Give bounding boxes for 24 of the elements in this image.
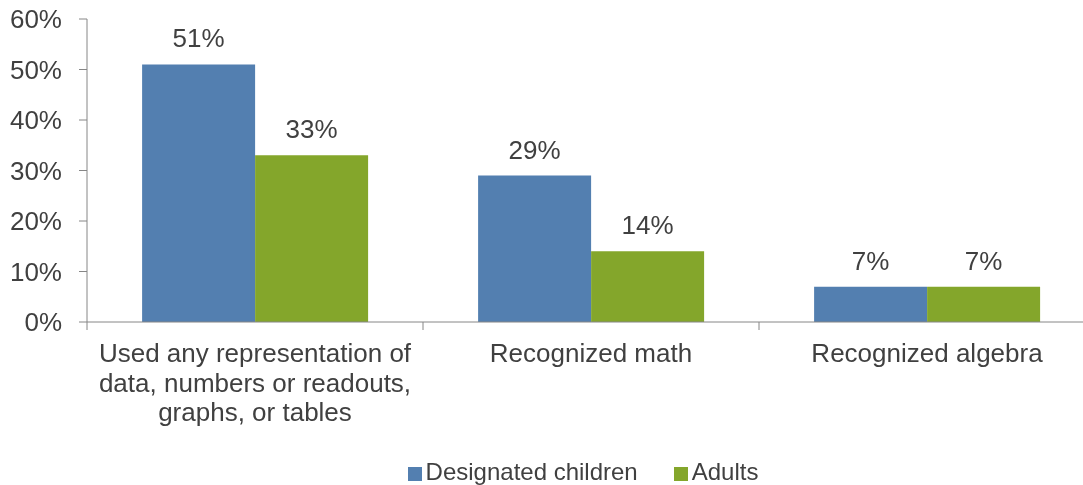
- x-tick-label: Used any representation of data, numbers or readouts, graphs, or tables: [98, 338, 412, 427]
- bar: [255, 155, 369, 322]
- y-tick-label: 50%: [9, 54, 62, 85]
- data-label: 33%: [285, 114, 338, 145]
- data-label: 7%: [964, 245, 1003, 276]
- data-label: 7%: [851, 245, 890, 276]
- x-tick-label: Recognized math: [489, 338, 693, 369]
- bar: [478, 175, 592, 322]
- data-label: 51%: [172, 23, 225, 54]
- y-tick-label: 10%: [9, 256, 62, 287]
- bar: [927, 286, 1041, 322]
- legend-label: Designated children: [425, 458, 638, 485]
- data-label: 14%: [621, 210, 674, 241]
- y-tick-label: 20%: [9, 206, 62, 237]
- bar: [142, 64, 256, 322]
- y-tick-label: 40%: [9, 105, 62, 136]
- x-tick-label: Recognized algebra: [811, 338, 1044, 369]
- data-label: 29%: [508, 134, 561, 165]
- bar: [814, 286, 928, 322]
- legend-label: Adults: [691, 458, 759, 485]
- y-tick-label: 0%: [24, 307, 62, 338]
- bar: [591, 251, 705, 322]
- y-tick-label: 60%: [9, 4, 62, 35]
- y-tick-label: 30%: [9, 155, 62, 186]
